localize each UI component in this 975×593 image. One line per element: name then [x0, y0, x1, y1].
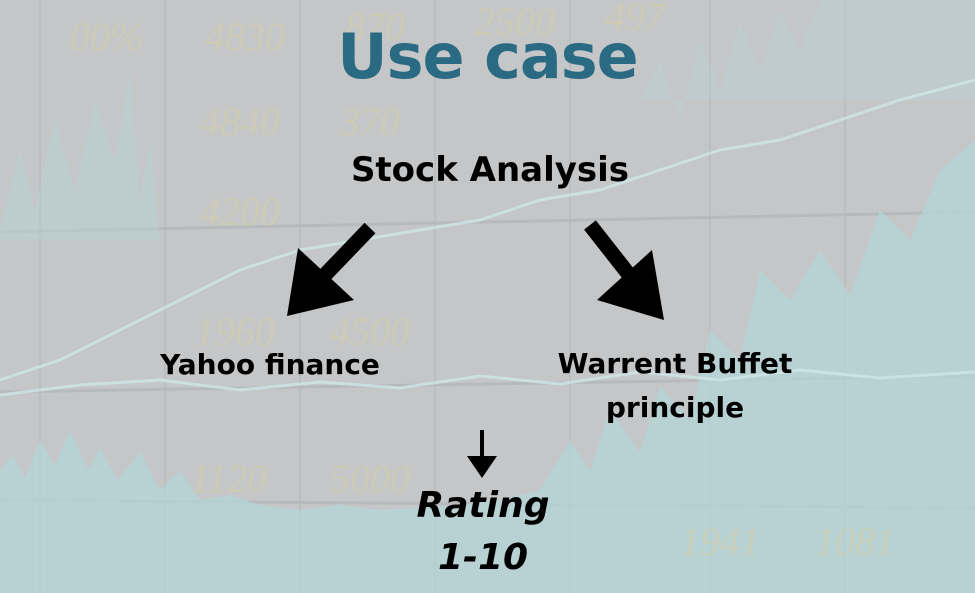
- svg-text:1941: 1941: [680, 519, 760, 564]
- svg-text:2500: 2500: [475, 0, 555, 44]
- svg-text:4840: 4840: [200, 99, 280, 144]
- root-node-stock-analysis: Stock Analysis: [350, 150, 630, 190]
- svg-text:00%: 00%: [70, 14, 143, 59]
- branch-label-line: principle: [605, 391, 745, 424]
- svg-text:4830: 4830: [205, 14, 285, 59]
- svg-text:4500: 4500: [330, 309, 410, 354]
- svg-text:5000: 5000: [330, 456, 410, 501]
- svg-text:1081: 1081: [815, 519, 895, 564]
- arrow-to-rating: [467, 430, 497, 478]
- result-label-line: 1-10: [437, 537, 529, 578]
- svg-text:1120: 1120: [190, 456, 267, 501]
- arrow-to-yahoo-finance: [287, 222, 376, 316]
- result-node-rating: Rating 1-10: [383, 480, 583, 584]
- svg-text:870: 870: [345, 4, 405, 49]
- svg-text:370: 370: [339, 99, 400, 144]
- svg-text:497: 497: [605, 0, 667, 39]
- page-title: Use case: [337, 20, 638, 93]
- arrow-to-warren-buffet: [584, 220, 664, 320]
- branch-label-line: Warrent Buffet: [557, 347, 793, 380]
- branch-label-line: Yahoo finance: [160, 348, 380, 381]
- svg-text:1960: 1960: [195, 309, 275, 354]
- branch-node-warren-buffet: Warrent Buffet principle: [515, 342, 835, 430]
- svg-text:4200: 4200: [200, 189, 280, 234]
- result-label-line: Rating: [416, 485, 550, 526]
- branch-node-yahoo-finance: Yahoo finance: [120, 346, 420, 384]
